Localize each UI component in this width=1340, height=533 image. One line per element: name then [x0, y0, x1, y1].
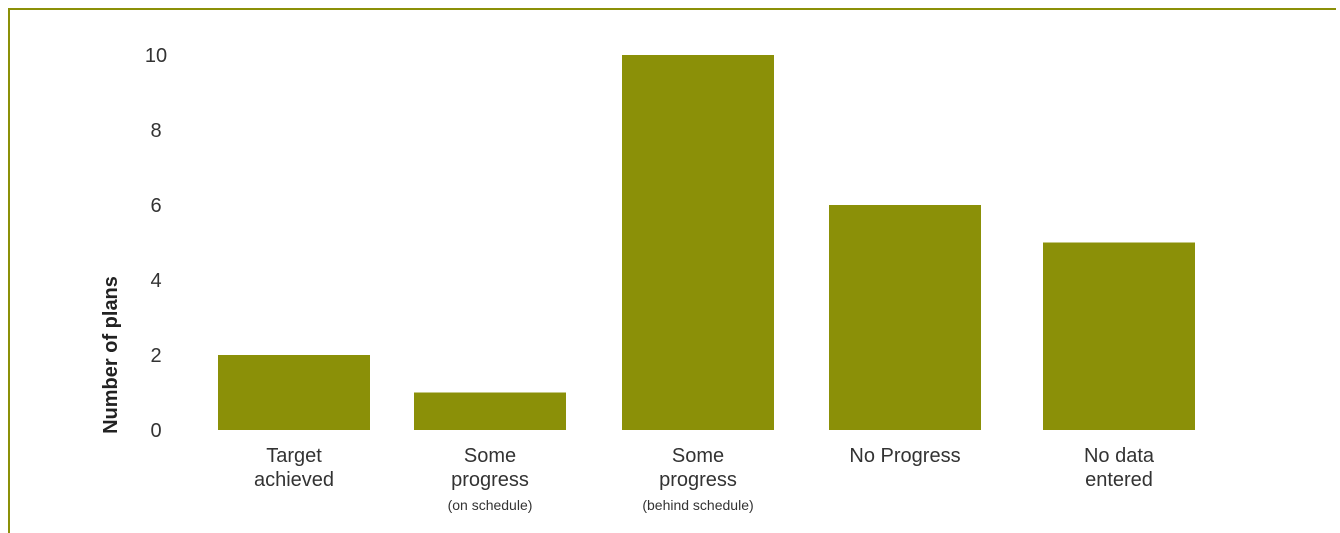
- bar: [829, 205, 981, 430]
- x-category-label: progress: [451, 469, 529, 491]
- x-category-label: No data: [1084, 445, 1155, 467]
- y-tick-label: 0: [150, 420, 161, 442]
- x-category-label: No Progress: [849, 445, 960, 467]
- bar: [1043, 242, 1195, 430]
- bars: [218, 55, 1195, 430]
- bar: [218, 355, 370, 430]
- x-category-label: Some: [464, 445, 516, 467]
- x-category-label: achieved: [254, 469, 334, 491]
- x-category-sublabel: (on schedule): [448, 497, 533, 513]
- chart-border: [8, 8, 1336, 533]
- x-category-sublabel: (behind schedule): [642, 497, 753, 513]
- y-tick-label: 4: [150, 270, 161, 292]
- y-axis-ticks: 0 2 4 6 8 10: [145, 45, 167, 442]
- x-category-label: Some: [672, 445, 724, 467]
- x-category-label: entered: [1085, 469, 1153, 491]
- y-axis-title: Number of plans: [100, 276, 122, 434]
- bar: [414, 392, 566, 430]
- y-tick-label: 10: [145, 45, 167, 67]
- bar: [622, 55, 774, 430]
- x-category-label: Target: [266, 445, 322, 467]
- y-tick-label: 2: [150, 345, 161, 367]
- y-tick-label: 8: [150, 120, 161, 142]
- y-tick-label: 6: [150, 195, 161, 217]
- x-category-label: progress: [659, 469, 737, 491]
